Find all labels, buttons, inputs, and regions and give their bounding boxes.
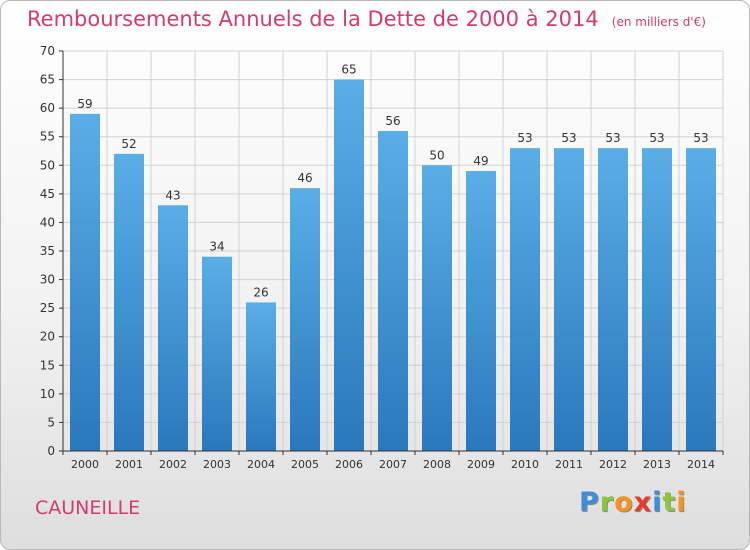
y-tick-label: 60 [40, 101, 55, 115]
bar [554, 148, 584, 451]
y-tick-label: 10 [40, 387, 55, 401]
y-tick-label: 45 [40, 187, 55, 201]
brand-letter: t [662, 487, 677, 518]
bar [510, 148, 540, 451]
bar-value-label: 53 [649, 131, 664, 145]
brand-letter: i [652, 487, 663, 518]
y-tick-label: 35 [40, 244, 55, 258]
proxiti-logo: Proxiti [579, 487, 687, 518]
bar [598, 148, 628, 451]
x-tick-label: 2002 [159, 458, 187, 471]
x-tick-label: 2014 [687, 458, 715, 471]
bar-value-label: 46 [297, 171, 312, 185]
bar [202, 256, 232, 451]
commune-name: CAUNEILLE [35, 497, 141, 519]
bar-value-label: 56 [385, 114, 400, 128]
y-tick-label: 40 [40, 215, 55, 229]
x-tick-label: 2006 [335, 458, 363, 471]
bar [246, 302, 276, 451]
x-tick-label: 2007 [379, 458, 407, 471]
bar [158, 205, 188, 451]
x-tick-label: 2010 [511, 458, 539, 471]
x-tick-label: 2001 [115, 458, 143, 471]
y-tick-label: 15 [40, 358, 55, 372]
y-tick-label: 55 [40, 130, 55, 144]
brand-letter: P [579, 487, 600, 518]
labels: 5920005220014320023420032620044620056520… [40, 44, 715, 471]
bar [422, 165, 452, 452]
y-tick-label: 65 [40, 73, 55, 87]
x-tick-label: 2008 [423, 458, 451, 471]
x-tick-label: 2012 [599, 458, 627, 471]
chart-title-block: Remboursements Annuels de la Dette de 20… [27, 7, 706, 31]
x-tick-label: 2003 [203, 458, 231, 471]
x-tick-label: 2004 [247, 458, 275, 471]
brand-letter: i [676, 487, 687, 518]
x-tick-label: 2000 [71, 458, 99, 471]
y-tick-label: 30 [40, 273, 55, 287]
bar-value-label: 50 [429, 148, 444, 162]
bar-value-label: 53 [605, 131, 620, 145]
bar-value-label: 53 [561, 131, 576, 145]
bars [70, 79, 716, 452]
bar [114, 153, 144, 451]
axes [59, 50, 724, 455]
y-tick-label: 0 [47, 444, 55, 458]
bar [642, 148, 672, 451]
bar-value-label: 52 [121, 137, 136, 151]
bar [70, 113, 100, 451]
y-tick-label: 20 [40, 330, 55, 344]
bar-value-label: 34 [209, 240, 224, 254]
bar-value-label: 65 [341, 63, 356, 77]
brand-letter: o [614, 487, 634, 518]
y-tick-label: 50 [40, 158, 55, 172]
bar [686, 148, 716, 451]
bar [290, 188, 320, 451]
bar-value-label: 49 [473, 154, 488, 168]
chart-title: Remboursements Annuels de la Dette de 20… [27, 7, 599, 31]
bar-value-label: 43 [165, 188, 180, 202]
y-tick-label: 25 [40, 301, 55, 315]
bar-value-label: 59 [77, 97, 92, 111]
x-tick-label: 2005 [291, 458, 319, 471]
bar-value-label: 53 [517, 131, 532, 145]
y-tick-label: 70 [40, 44, 55, 58]
x-tick-label: 2009 [467, 458, 495, 471]
x-tick-label: 2011 [555, 458, 583, 471]
bar [334, 79, 364, 452]
bar [378, 131, 408, 451]
brand-letter: x [633, 487, 653, 518]
brand-letter: r [599, 487, 615, 518]
bar-value-label: 26 [253, 285, 268, 299]
bar-value-label: 53 [693, 131, 708, 145]
chart-unit: (en milliers d'€) [611, 15, 706, 29]
bar [466, 171, 496, 451]
x-tick-label: 2013 [643, 458, 671, 471]
y-tick-label: 5 [47, 415, 55, 429]
